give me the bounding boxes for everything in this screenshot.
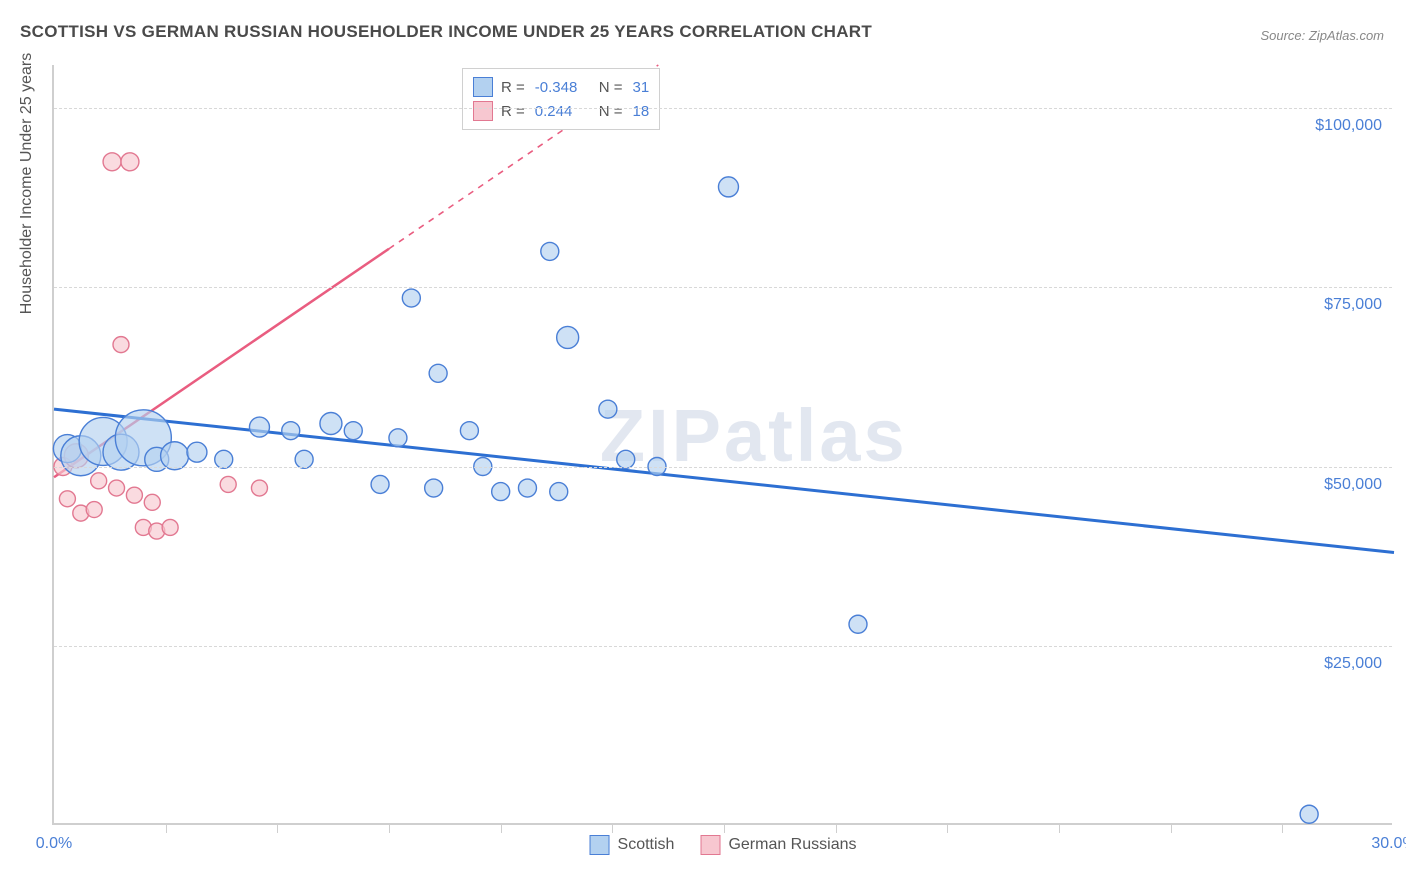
chart-plot-area: ZIPatlas R =-0.348N =31R =0.244N =18 Sco…	[52, 65, 1392, 825]
data-point	[550, 483, 568, 501]
legend-r-value: 0.244	[535, 103, 591, 120]
y-axis-label: Householder Income Under 25 years	[18, 53, 36, 314]
data-point	[282, 422, 300, 440]
data-point	[429, 364, 447, 382]
data-point	[162, 519, 178, 535]
correlation-legend: R = -0.348 N = 31 R = 0.244 N = 18	[462, 68, 660, 130]
x-tick-label: 0.0%	[36, 835, 72, 853]
series-legend-label: Scottish	[618, 836, 675, 854]
series-legend-label: German Russians	[728, 836, 856, 854]
x-tick-mark	[277, 823, 278, 833]
data-point	[371, 475, 389, 493]
legend-r-label: R =	[501, 79, 525, 96]
x-tick-mark	[1171, 823, 1172, 833]
legend-row: R = -0.348 N = 31	[473, 75, 649, 99]
x-tick-mark	[612, 823, 613, 833]
chart-title: SCOTTISH VS GERMAN RUSSIAN HOUSEHOLDER I…	[20, 22, 872, 42]
y-tick-label: $25,000	[1324, 655, 1382, 673]
x-tick-mark	[724, 823, 725, 833]
data-point	[402, 289, 420, 307]
legend-swatch-icon	[473, 101, 493, 121]
x-tick-mark	[501, 823, 502, 833]
x-tick-mark	[947, 823, 948, 833]
data-point	[518, 479, 536, 497]
legend-n-label: N =	[599, 79, 623, 96]
data-point	[59, 491, 75, 507]
data-point	[91, 473, 107, 489]
y-tick-label: $100,000	[1315, 117, 1382, 135]
legend-n-value: 31	[633, 79, 650, 96]
data-point	[599, 400, 617, 418]
data-point	[109, 480, 125, 496]
data-point	[113, 337, 129, 353]
data-point	[103, 153, 121, 171]
data-point	[541, 242, 559, 260]
data-point	[425, 479, 443, 497]
data-point	[251, 480, 267, 496]
data-point	[126, 487, 142, 503]
data-point	[557, 326, 579, 348]
series-legend-item: German Russians	[700, 835, 856, 855]
data-point	[344, 422, 362, 440]
x-tick-mark	[1282, 823, 1283, 833]
data-point	[220, 476, 236, 492]
data-point	[1300, 805, 1318, 823]
data-point	[389, 429, 407, 447]
legend-n-label: N =	[599, 103, 623, 120]
data-point	[718, 177, 738, 197]
x-tick-mark	[389, 823, 390, 833]
legend-swatch-icon	[473, 77, 493, 97]
x-tick-label: 30.0%	[1371, 835, 1406, 853]
legend-r-value: -0.348	[535, 79, 591, 96]
x-tick-mark	[1059, 823, 1060, 833]
x-tick-mark	[836, 823, 837, 833]
series-legend-item: Scottish	[590, 835, 675, 855]
legend-r-label: R =	[501, 103, 525, 120]
data-point	[121, 153, 139, 171]
y-tick-label: $50,000	[1324, 476, 1382, 494]
legend-swatch-icon	[590, 835, 610, 855]
series-legend: Scottish German Russians	[590, 835, 857, 855]
data-point	[86, 502, 102, 518]
legend-n-value: 18	[633, 103, 650, 120]
gridline	[54, 108, 1392, 109]
x-tick-mark	[166, 823, 167, 833]
gridline	[54, 646, 1392, 647]
data-point	[492, 483, 510, 501]
legend-row: R = 0.244 N = 18	[473, 99, 649, 123]
data-point	[320, 412, 342, 434]
gridline	[54, 467, 1392, 468]
data-point	[144, 494, 160, 510]
legend-swatch-icon	[700, 835, 720, 855]
data-point	[249, 417, 269, 437]
plot-svg	[54, 65, 1392, 823]
y-tick-label: $75,000	[1324, 296, 1382, 314]
source-attribution: Source: ZipAtlas.com	[1260, 28, 1384, 43]
data-point	[460, 422, 478, 440]
gridline	[54, 287, 1392, 288]
data-point	[187, 442, 207, 462]
data-point	[849, 615, 867, 633]
